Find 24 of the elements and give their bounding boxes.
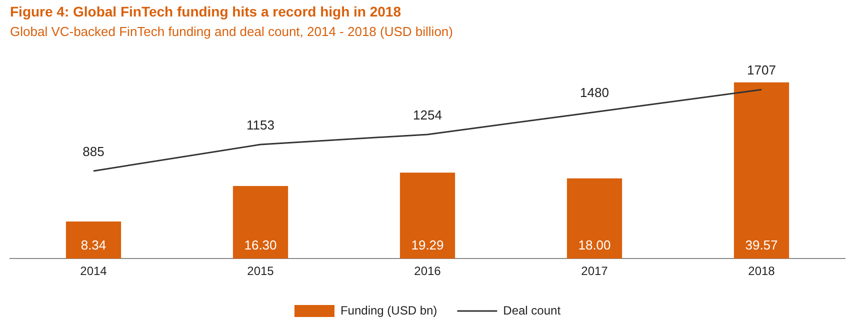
data-label: 39.57 [745,238,778,253]
data-label: 1153 [246,118,274,133]
bar [232,186,288,259]
x-tick-label: 2016 [414,264,442,278]
chart-subtitle: Global VC-backed FinTech funding and deal count, 2014 - 2018 (USD billion) [10,24,453,40]
x-tick-label: 2017 [581,264,608,278]
chart-title: Figure 4: Global FinTech funding hits a record high in 2018 [10,3,402,20]
data-label: 8.34 [80,238,106,253]
bar [400,172,456,259]
data-label: 885 [82,144,104,160]
data-label: 1480 [580,85,609,100]
legend-label: Deal count [503,303,562,318]
bar [566,178,622,259]
x-tick-label: 2015 [247,264,274,278]
data-label: 19.29 [411,238,444,253]
data-label: 1707 [747,62,776,78]
bar [734,82,790,259]
bar [66,221,122,259]
data-label: 1254 [413,108,442,123]
legend-label: Funding (USD bn) [340,303,438,318]
x-tick-label: 2018 [748,264,776,278]
data-label: 18.00 [578,238,611,253]
x-tick-label: 2014 [80,264,108,278]
data-label: 16.30 [244,238,277,253]
